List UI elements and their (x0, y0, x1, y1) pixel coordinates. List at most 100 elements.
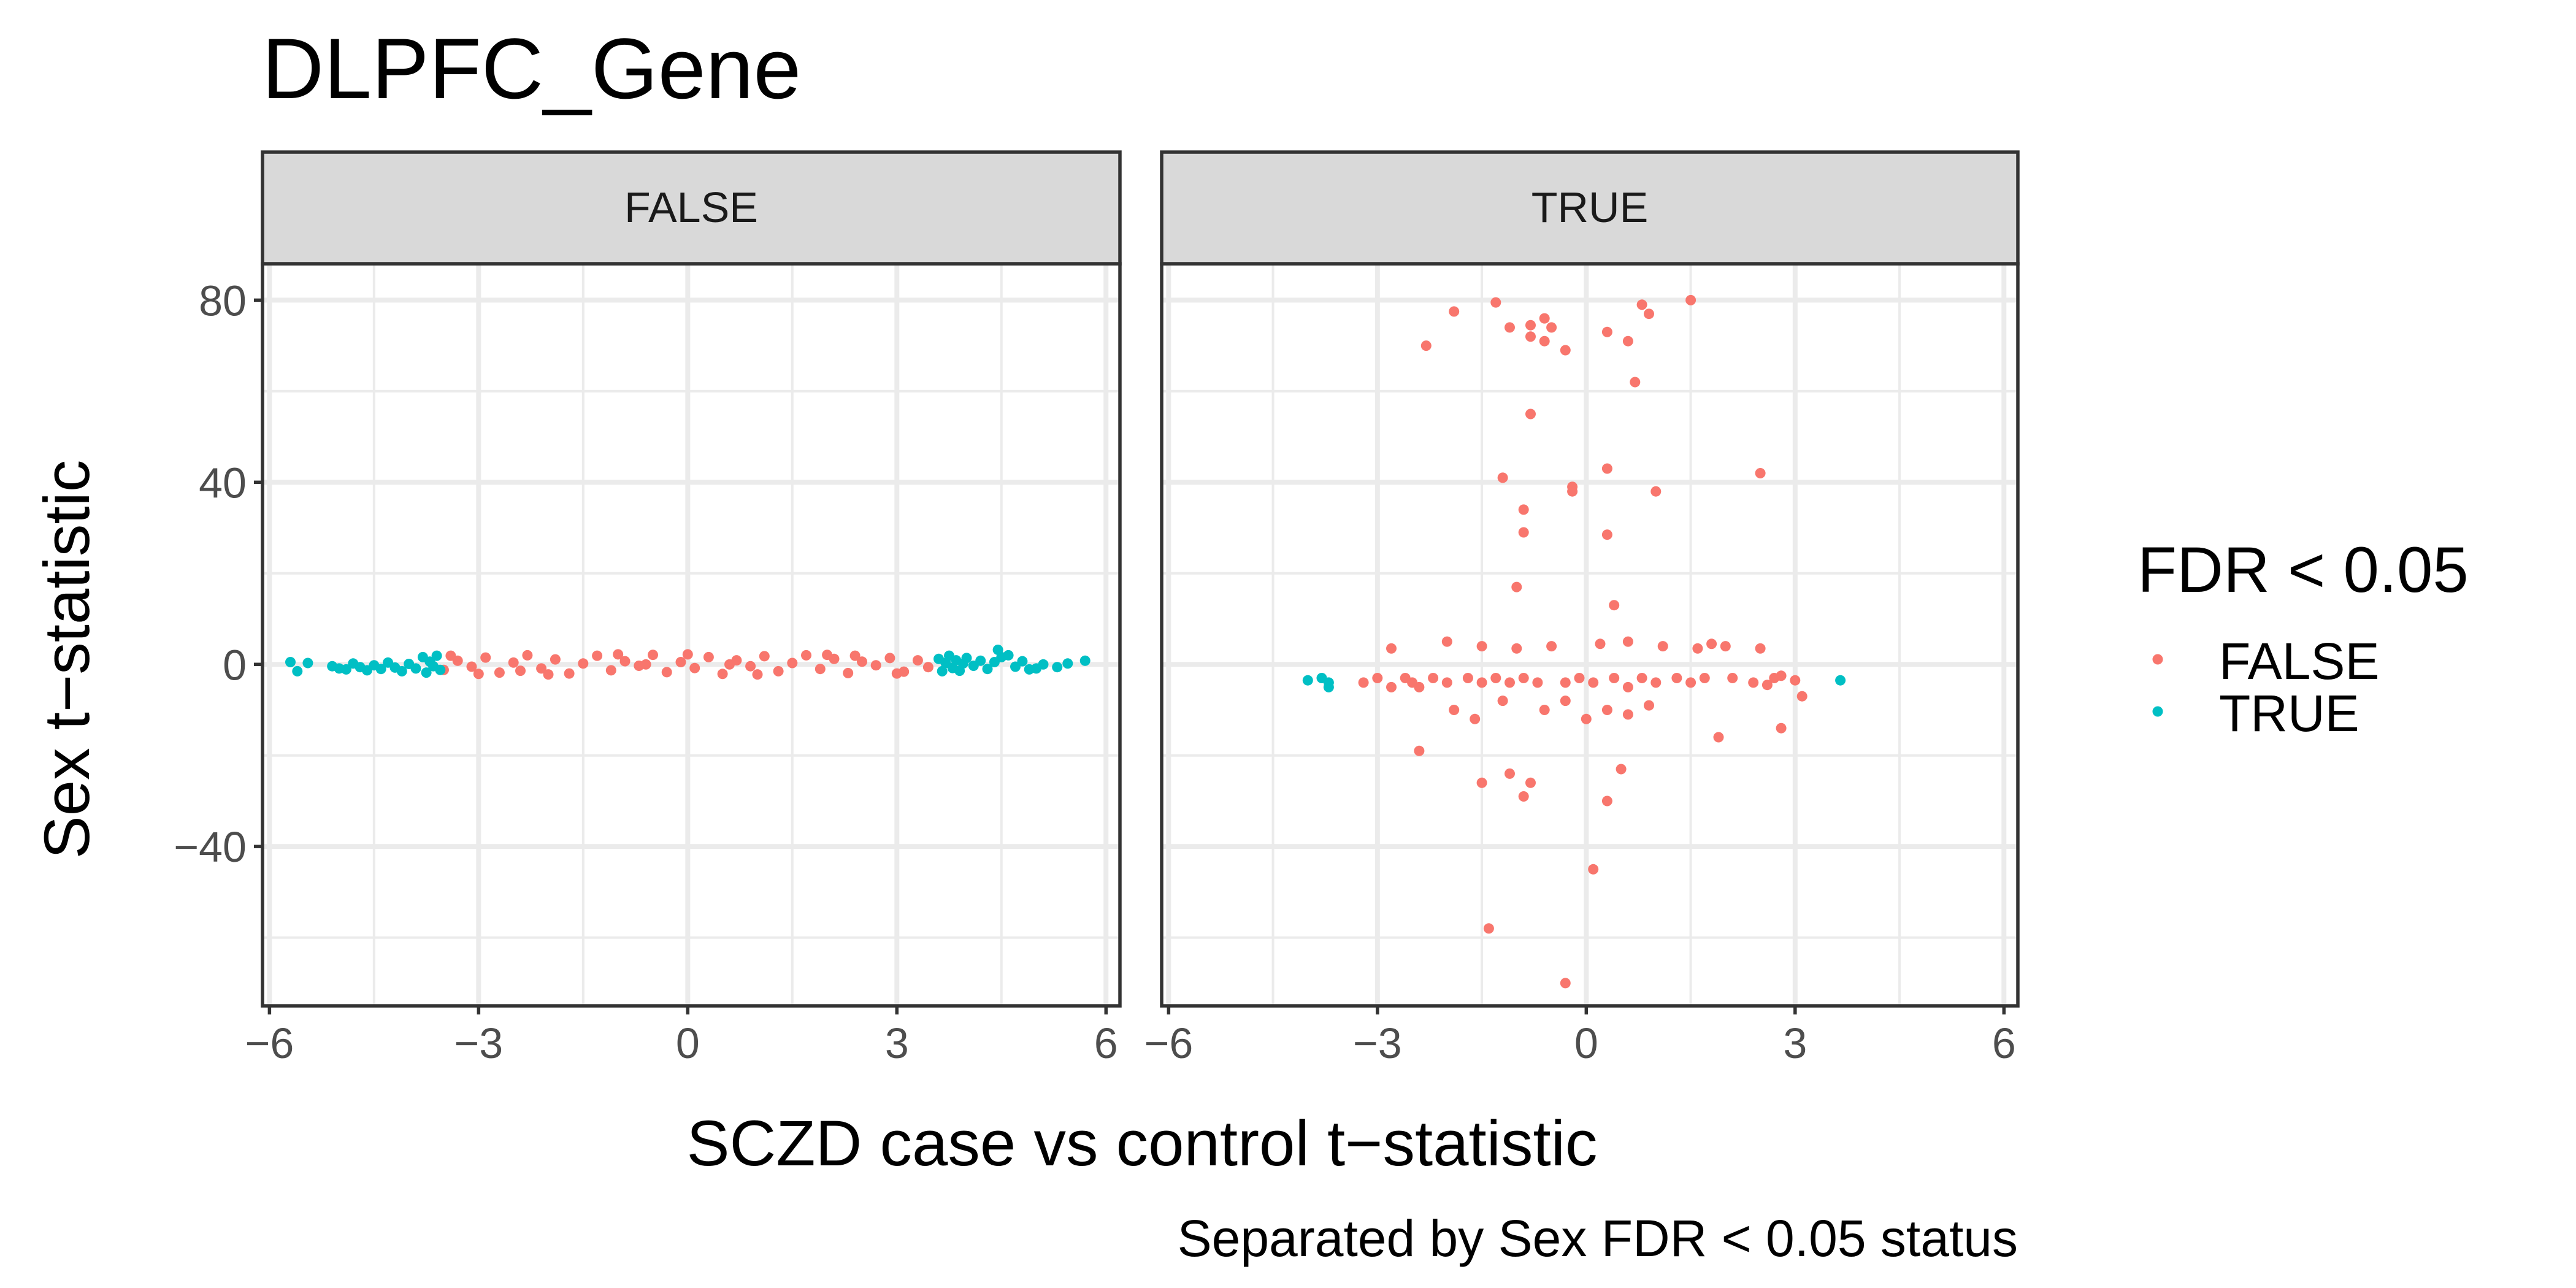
data-point (759, 651, 770, 662)
data-point (982, 664, 993, 675)
data-point (1601, 795, 1612, 807)
data-point (1657, 641, 1668, 652)
data-point (648, 650, 658, 661)
data-point (1574, 673, 1585, 683)
data-point (640, 659, 651, 670)
facet-strip-label: FALSE (624, 183, 758, 231)
x-tick-label: 6 (1094, 1019, 1118, 1067)
data-point (292, 665, 303, 677)
data-point (682, 649, 693, 660)
data-point (1755, 468, 1766, 478)
data-point (396, 665, 407, 677)
legend-label: FALSE (2219, 632, 2379, 690)
data-point (1449, 705, 1460, 715)
x-tick-label: −3 (1353, 1019, 1402, 1067)
data-point (1462, 673, 1473, 683)
data-point (1539, 313, 1550, 324)
data-point (787, 657, 798, 669)
data-point (1302, 675, 1313, 686)
data-point (1622, 709, 1633, 720)
data-point (912, 655, 923, 666)
data-point (1505, 768, 1515, 779)
data-point (1636, 673, 1647, 683)
data-point (1525, 408, 1536, 420)
data-point (431, 650, 442, 661)
data-point (1525, 777, 1536, 788)
data-point (1490, 673, 1501, 683)
data-point (1796, 691, 1807, 702)
data-point (1650, 677, 1662, 688)
data-point (815, 664, 826, 675)
data-point (445, 650, 456, 661)
data-point (605, 665, 616, 676)
facet-strip-label: TRUE (1531, 183, 1649, 231)
data-point (1581, 713, 1592, 724)
data-point (1414, 681, 1425, 692)
data-point (1560, 677, 1571, 688)
series-false (1358, 294, 1807, 989)
legend-key (2152, 706, 2163, 717)
data-point (1505, 322, 1515, 333)
data-point (1052, 662, 1063, 673)
data-point (1560, 696, 1571, 707)
y-tick-label: −40 (174, 823, 247, 871)
data-point (1079, 655, 1091, 666)
x-tick-label: 3 (1783, 1019, 1807, 1067)
data-point (1630, 377, 1641, 388)
data-point (1505, 677, 1515, 688)
chart-caption: Separated by Sex FDR < 0.05 status (1178, 1209, 2018, 1267)
x-axis-title: SCZD case vs control t−statistic (686, 1108, 1597, 1179)
data-point (843, 667, 854, 678)
data-point (1062, 658, 1073, 669)
data-point (773, 665, 784, 677)
data-point (1790, 675, 1801, 686)
data-point (1560, 345, 1571, 356)
data-point (1601, 529, 1612, 540)
data-point (1539, 335, 1550, 347)
series-false (439, 649, 933, 680)
data-point (1720, 641, 1731, 652)
data-point (1755, 643, 1766, 654)
legend-key (2152, 654, 2163, 665)
data-point (1525, 320, 1536, 331)
data-point (857, 656, 867, 667)
data-point (1616, 764, 1627, 775)
data-point (1727, 673, 1738, 683)
data-point (937, 665, 948, 677)
data-point (1636, 299, 1647, 310)
data-point (508, 657, 519, 668)
data-point (1650, 486, 1662, 497)
data-point (1532, 677, 1543, 688)
data-point (578, 658, 589, 669)
data-point (1595, 638, 1606, 650)
data-point (592, 650, 603, 661)
data-point (466, 661, 477, 672)
data-point (801, 650, 811, 661)
data-point (473, 669, 484, 680)
x-tick-label: 0 (1574, 1019, 1598, 1067)
data-point (1644, 700, 1654, 711)
data-point (480, 652, 491, 663)
data-point (1560, 978, 1571, 989)
data-point (564, 668, 575, 679)
data-point (1525, 331, 1536, 342)
data-point (1518, 504, 1529, 515)
y-tick-label: 0 (223, 641, 247, 689)
legend-label: TRUE (2219, 684, 2359, 742)
data-point (1358, 677, 1369, 688)
y-tick-label: 40 (199, 459, 247, 507)
data-point (1518, 673, 1529, 683)
data-point (1776, 723, 1787, 734)
data-point (1441, 677, 1452, 688)
x-tick-label: 3 (885, 1019, 909, 1067)
data-point (302, 657, 313, 669)
data-point (961, 653, 972, 664)
data-point (1420, 340, 1432, 351)
data-point (661, 667, 672, 678)
data-point (1038, 659, 1049, 670)
facet-strip (1160, 150, 2020, 266)
data-point (1497, 472, 1508, 483)
data-point (435, 664, 446, 675)
